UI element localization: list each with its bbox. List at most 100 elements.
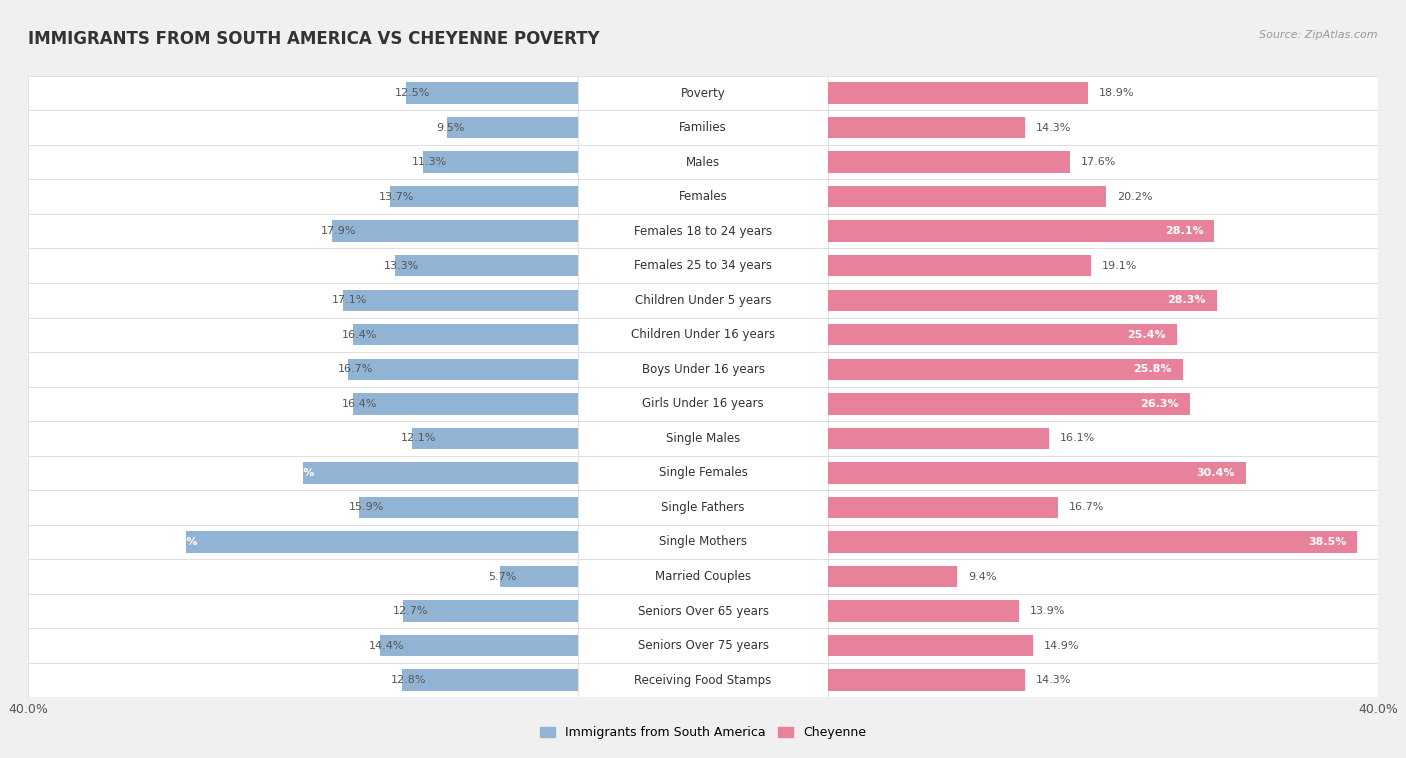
Text: Boys Under 16 years: Boys Under 16 years bbox=[641, 363, 765, 376]
Text: 16.7%: 16.7% bbox=[337, 365, 373, 374]
Bar bbox=[828, 456, 1378, 490]
Bar bbox=[28, 559, 578, 594]
Bar bbox=[828, 496, 1057, 518]
Text: Children Under 5 years: Children Under 5 years bbox=[634, 294, 772, 307]
Bar bbox=[28, 76, 578, 111]
Bar bbox=[412, 428, 578, 449]
Bar bbox=[828, 318, 1378, 352]
Bar bbox=[28, 594, 578, 628]
Bar bbox=[828, 145, 1378, 180]
Text: 14.9%: 14.9% bbox=[1043, 641, 1080, 650]
Bar bbox=[578, 559, 828, 594]
Text: 17.6%: 17.6% bbox=[1081, 157, 1116, 167]
Bar bbox=[578, 456, 828, 490]
Bar bbox=[578, 594, 828, 628]
Bar bbox=[578, 76, 828, 111]
Bar bbox=[578, 318, 828, 352]
Bar bbox=[828, 117, 1025, 138]
Bar bbox=[28, 387, 578, 421]
Bar bbox=[578, 490, 828, 525]
Bar bbox=[304, 462, 578, 484]
Text: 20.2%: 20.2% bbox=[1116, 192, 1152, 202]
Bar bbox=[828, 359, 1182, 380]
Text: 14.3%: 14.3% bbox=[1036, 675, 1071, 685]
Text: 25.4%: 25.4% bbox=[1128, 330, 1166, 340]
Bar bbox=[828, 352, 1378, 387]
Text: 28.1%: 28.1% bbox=[1164, 226, 1204, 236]
Bar bbox=[447, 117, 578, 138]
Bar bbox=[828, 662, 1378, 697]
Bar bbox=[578, 352, 828, 387]
Bar bbox=[828, 152, 1070, 173]
Text: Single Males: Single Males bbox=[666, 432, 740, 445]
Bar bbox=[828, 462, 1246, 484]
Bar bbox=[828, 421, 1378, 456]
Text: 28.5%: 28.5% bbox=[159, 537, 197, 547]
Bar bbox=[828, 221, 1215, 242]
Text: 38.5%: 38.5% bbox=[1308, 537, 1347, 547]
Bar bbox=[28, 490, 578, 525]
Text: 16.4%: 16.4% bbox=[342, 399, 377, 409]
Bar bbox=[28, 214, 578, 249]
Text: 12.7%: 12.7% bbox=[392, 606, 427, 616]
Bar bbox=[828, 428, 1049, 449]
Bar bbox=[349, 359, 578, 380]
Bar bbox=[402, 669, 578, 691]
Text: Seniors Over 75 years: Seniors Over 75 years bbox=[637, 639, 769, 652]
Bar bbox=[353, 324, 578, 346]
Bar bbox=[828, 186, 1105, 208]
Text: 19.1%: 19.1% bbox=[1101, 261, 1137, 271]
Text: 9.4%: 9.4% bbox=[969, 572, 997, 581]
Bar bbox=[28, 352, 578, 387]
Bar bbox=[828, 600, 1019, 622]
Bar bbox=[28, 628, 578, 662]
Bar bbox=[578, 283, 828, 318]
Text: Females 18 to 24 years: Females 18 to 24 years bbox=[634, 224, 772, 238]
Text: 26.3%: 26.3% bbox=[1140, 399, 1178, 409]
Text: 18.9%: 18.9% bbox=[1099, 88, 1135, 98]
Bar bbox=[578, 180, 828, 214]
Bar bbox=[828, 531, 1357, 553]
Bar bbox=[28, 180, 578, 214]
Text: 17.1%: 17.1% bbox=[332, 296, 367, 305]
Text: Females: Females bbox=[679, 190, 727, 203]
Text: 16.1%: 16.1% bbox=[1060, 434, 1095, 443]
Bar bbox=[578, 662, 828, 697]
Bar bbox=[828, 565, 957, 587]
Bar bbox=[828, 111, 1378, 145]
Bar bbox=[828, 249, 1378, 283]
Legend: Immigrants from South America, Cheyenne: Immigrants from South America, Cheyenne bbox=[534, 721, 872, 744]
Bar bbox=[828, 635, 1033, 656]
Bar bbox=[28, 421, 578, 456]
Bar bbox=[578, 214, 828, 249]
Text: 12.5%: 12.5% bbox=[395, 88, 430, 98]
Text: 28.3%: 28.3% bbox=[1167, 296, 1206, 305]
Text: 13.7%: 13.7% bbox=[378, 192, 413, 202]
Bar bbox=[828, 594, 1378, 628]
Text: Families: Families bbox=[679, 121, 727, 134]
Bar bbox=[828, 669, 1025, 691]
Text: 11.3%: 11.3% bbox=[412, 157, 447, 167]
Bar bbox=[343, 290, 578, 311]
Bar bbox=[28, 145, 578, 180]
Text: Poverty: Poverty bbox=[681, 86, 725, 99]
Bar bbox=[828, 490, 1378, 525]
Bar bbox=[423, 152, 578, 173]
Bar bbox=[828, 255, 1091, 277]
Text: 17.9%: 17.9% bbox=[321, 226, 357, 236]
Bar bbox=[828, 525, 1378, 559]
Text: 13.9%: 13.9% bbox=[1031, 606, 1066, 616]
Bar bbox=[828, 324, 1177, 346]
Text: Girls Under 16 years: Girls Under 16 years bbox=[643, 397, 763, 410]
Text: 9.5%: 9.5% bbox=[436, 123, 465, 133]
Text: 16.7%: 16.7% bbox=[1069, 503, 1104, 512]
Bar bbox=[578, 145, 828, 180]
Bar bbox=[28, 111, 578, 145]
Bar bbox=[578, 249, 828, 283]
Bar bbox=[828, 290, 1218, 311]
Bar bbox=[828, 559, 1378, 594]
Bar bbox=[353, 393, 578, 415]
Bar bbox=[578, 111, 828, 145]
Text: Married Couples: Married Couples bbox=[655, 570, 751, 583]
Bar bbox=[380, 635, 578, 656]
